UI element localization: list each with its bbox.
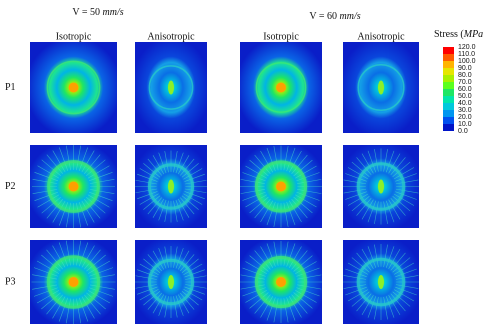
stress-core <box>276 83 286 93</box>
stress-panel <box>240 240 322 324</box>
stress-core <box>69 182 79 192</box>
figure: V = 50 mm/s V = 60 mm/s Stress (MPa Isot… <box>0 0 486 324</box>
colorbar-label: 20.0 <box>458 114 472 121</box>
stress-panel <box>240 145 322 228</box>
colorbar-label: 90.0 <box>458 65 472 72</box>
column-header: Isotropic <box>263 31 299 42</box>
column-header: Isotropic <box>56 31 92 42</box>
colorbar-label: 110.0 <box>458 51 475 58</box>
stress-panel <box>30 42 117 133</box>
velocity-title: V = 60 mm/s <box>309 11 360 22</box>
stress-panel <box>343 240 419 324</box>
colorbar-segment <box>443 117 454 124</box>
colorbar-label: 60.0 <box>458 86 472 93</box>
row-label: P2 <box>5 181 16 192</box>
colorbar-segment <box>443 82 454 89</box>
colorbar-label: 0.0 <box>458 128 468 135</box>
stress-core <box>276 277 286 287</box>
column-header: Anisotropic <box>357 31 405 42</box>
stress-panel <box>343 145 419 228</box>
stress-panel <box>135 240 207 324</box>
row-label: P3 <box>5 276 16 287</box>
colorbar-segment <box>443 89 454 96</box>
stress-panel <box>343 42 419 133</box>
colorbar-segment <box>443 54 454 61</box>
legend-title: Stress (MPa <box>434 29 483 40</box>
velocity-title: V = 50 mm/s <box>72 7 123 18</box>
stress-panel <box>30 145 117 228</box>
colorbar-segment <box>443 47 454 54</box>
stress-core <box>168 180 174 194</box>
colorbar-segment <box>443 103 454 110</box>
stress-panel <box>30 240 117 324</box>
stress-panel <box>135 42 207 133</box>
stress-panel <box>135 145 207 228</box>
colorbar-segment <box>443 61 454 68</box>
colorbar-label: 100.0 <box>458 58 476 65</box>
stress-core <box>168 81 174 95</box>
colorbar-label: 50.0 <box>458 93 472 100</box>
stress-core <box>69 83 79 93</box>
stress-core <box>168 275 174 289</box>
colorbar-segment <box>443 96 454 103</box>
colorbar-segment <box>443 75 454 82</box>
colorbar-label: 70.0 <box>458 79 472 86</box>
stress-core <box>378 81 384 95</box>
stress-core <box>69 277 79 287</box>
colorbar-segment <box>443 110 454 117</box>
colorbar-label: 10.0 <box>458 121 472 128</box>
colorbar-label: 40.0 <box>458 100 472 107</box>
colorbar-segment <box>443 68 454 75</box>
stress-core <box>276 182 286 192</box>
colorbar-label: 30.0 <box>458 107 472 114</box>
colorbar-label: 80.0 <box>458 72 472 79</box>
stress-panel <box>240 42 322 133</box>
row-label: P1 <box>5 82 16 93</box>
colorbar-segment <box>443 124 454 131</box>
stress-core <box>378 275 384 289</box>
stress-core <box>378 180 384 194</box>
colorbar-label: 120.0 <box>458 44 476 51</box>
column-header: Anisotropic <box>147 31 195 42</box>
